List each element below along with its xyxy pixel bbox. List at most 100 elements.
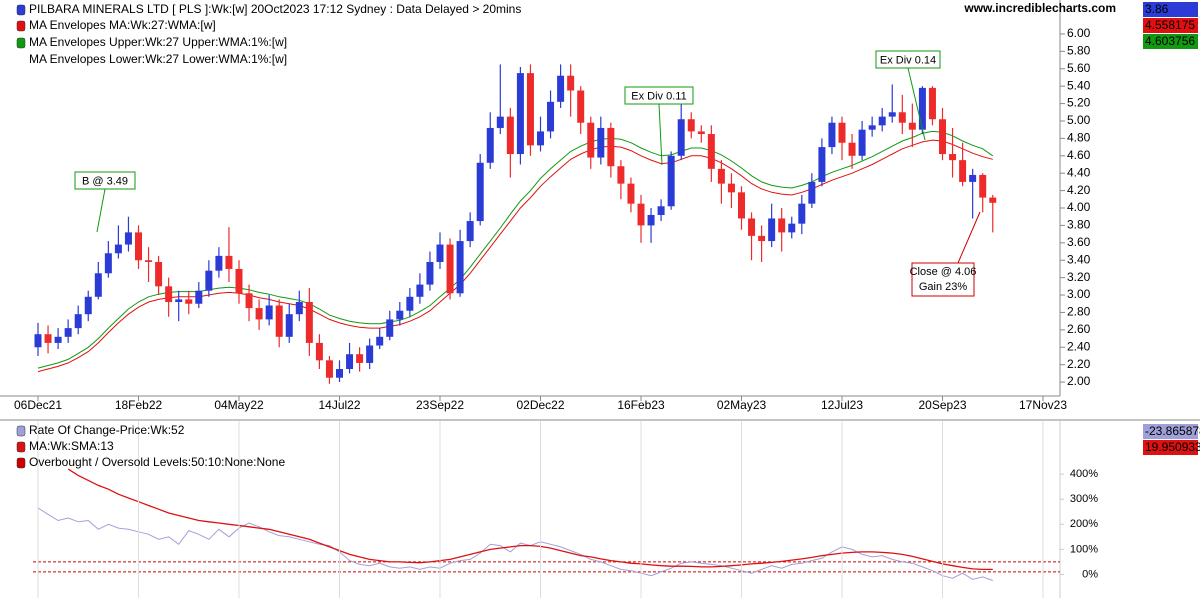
x-tick-label: 02Dec22 <box>516 398 564 412</box>
x-tick-label: 17Nov23 <box>1019 398 1067 412</box>
candle-body <box>928 87 936 120</box>
x-tick-label: 12Jul23 <box>821 398 863 412</box>
annotation-leader <box>96 188 106 233</box>
candle-body <box>416 284 424 297</box>
candle-body <box>225 255 233 269</box>
y-tick-label: 5.60 <box>1067 61 1091 75</box>
candle-body <box>315 342 323 361</box>
y-tick-label: 4.40 <box>1067 165 1091 179</box>
candle-body <box>325 360 333 378</box>
last-value: 4.603756 <box>1145 34 1195 48</box>
low-plot <box>33 468 1060 581</box>
annotation-leader <box>658 103 663 166</box>
annotation-box <box>74 171 136 190</box>
candle-body <box>114 244 122 254</box>
y-tick-label: 3.40 <box>1067 252 1091 266</box>
y-tick-label: 2.60 <box>1067 322 1091 336</box>
candle-body <box>356 354 364 363</box>
candle-body <box>205 270 213 291</box>
x-tick-label: 06Dec21 <box>14 398 62 412</box>
last-value: 4.558175 <box>1145 18 1195 32</box>
candle-body <box>979 174 987 198</box>
candle-body <box>577 90 585 123</box>
candle-body <box>868 125 876 130</box>
candle-body <box>969 174 977 182</box>
candle-body <box>768 218 776 242</box>
annotation-box <box>911 262 975 297</box>
legend-marker <box>16 20 26 32</box>
candle-body <box>135 232 142 261</box>
candle-body <box>386 319 394 337</box>
candle-body <box>848 142 856 156</box>
candle-body <box>707 134 715 169</box>
candle-body <box>758 235 766 242</box>
candle-body <box>516 73 524 155</box>
candle-body <box>788 223 796 233</box>
candle-body <box>738 192 745 219</box>
candle-body <box>959 160 967 182</box>
y-tick-label: 300% <box>1070 493 1098 505</box>
candle-body <box>949 154 957 161</box>
candle-body <box>989 197 997 203</box>
candle-body <box>526 73 534 146</box>
site-name: www.incrediblecharts.com <box>963 1 1116 15</box>
candle-body <box>627 183 635 204</box>
annotation-box <box>875 50 941 69</box>
candle-body <box>667 155 675 207</box>
candle-body <box>185 299 193 304</box>
candle-body <box>597 127 605 158</box>
last-value: -23.865878% <box>1145 424 1200 438</box>
indicator-line <box>37 507 993 581</box>
candle-body <box>607 127 615 167</box>
y-tick-label: 3.20 <box>1067 270 1091 284</box>
candle-body <box>567 75 575 91</box>
legend-label: MA Envelopes Upper:Wk:27 Upper:WMA:1%:[w… <box>29 35 287 49</box>
y-tick-label: 200% <box>1070 518 1098 530</box>
last-value-box <box>1143 18 1198 33</box>
annotation-leader <box>907 67 926 141</box>
candle-body <box>64 328 72 337</box>
x-tick-label: 18Feb22 <box>115 398 163 412</box>
candle-body <box>537 131 544 146</box>
candle-body <box>305 302 313 343</box>
annotation: Ex Div 0.11 <box>631 90 686 102</box>
candle-body <box>818 147 826 182</box>
candle-body <box>466 221 474 242</box>
candle-body <box>617 166 625 184</box>
candle-body <box>486 127 494 163</box>
legend-label: MA Envelopes Lower:Wk:27 Lower:WMA:1%:[w… <box>29 52 287 66</box>
candle-body <box>476 162 484 222</box>
x-tick-label: 16Feb23 <box>617 398 665 412</box>
y-tick-label: 2.00 <box>1067 374 1091 388</box>
candle-body <box>426 261 434 285</box>
candle-body <box>295 302 303 315</box>
candle-body <box>677 119 685 156</box>
x-tick-label: 23Sep22 <box>416 398 464 412</box>
candle-body <box>908 122 916 130</box>
candle-body <box>406 296 414 311</box>
legend-label: PILBARA MINERALS LTD [ PLS ]:Wk:[w] 20Oc… <box>29 2 521 16</box>
candle-body <box>778 218 786 233</box>
candle-body <box>396 310 404 320</box>
candle-body <box>838 122 846 143</box>
candle-body <box>165 286 173 303</box>
y-tick-label: 4.60 <box>1067 148 1091 162</box>
candle-body <box>34 334 42 348</box>
last-value-box <box>1143 34 1198 49</box>
candle-body <box>687 119 695 132</box>
candle-body <box>245 293 253 309</box>
candle-body <box>798 203 806 224</box>
candle-body <box>727 183 735 193</box>
candle-body <box>84 296 92 315</box>
candle-body <box>145 260 153 262</box>
candle-body <box>285 314 293 337</box>
candle-body <box>104 253 112 274</box>
candle-body <box>446 244 454 294</box>
candle-body <box>346 354 354 370</box>
last-value-box <box>1143 2 1198 17</box>
legend-marker <box>16 425 26 437</box>
candle-body <box>717 168 725 184</box>
x-tick-label: 02May23 <box>717 398 767 412</box>
legend-marker <box>16 457 26 469</box>
annotation-box <box>624 86 694 105</box>
